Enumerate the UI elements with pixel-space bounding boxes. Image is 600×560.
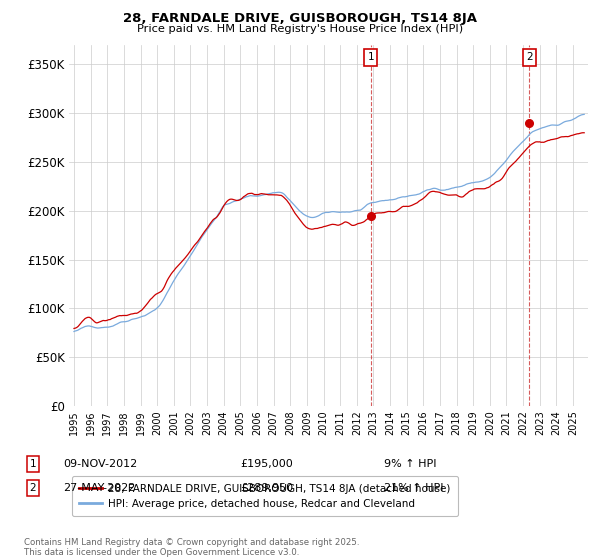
Text: 09-NOV-2012: 09-NOV-2012 [63,459,137,469]
Text: 9% ↑ HPI: 9% ↑ HPI [384,459,437,469]
Text: 1: 1 [368,53,374,63]
Text: Contains HM Land Registry data © Crown copyright and database right 2025.
This d: Contains HM Land Registry data © Crown c… [24,538,359,557]
Text: 27-MAY-2022: 27-MAY-2022 [63,483,136,493]
Text: £195,000: £195,000 [240,459,293,469]
Text: £289,950: £289,950 [240,483,293,493]
Legend: 28, FARNDALE DRIVE, GUISBOROUGH, TS14 8JA (detached house), HPI: Average price, : 28, FARNDALE DRIVE, GUISBOROUGH, TS14 8J… [71,476,458,516]
Text: 1: 1 [29,459,37,469]
Text: 21% ↑ HPI: 21% ↑ HPI [384,483,443,493]
Text: 2: 2 [526,53,533,63]
Text: 28, FARNDALE DRIVE, GUISBOROUGH, TS14 8JA: 28, FARNDALE DRIVE, GUISBOROUGH, TS14 8J… [123,12,477,25]
Text: Price paid vs. HM Land Registry's House Price Index (HPI): Price paid vs. HM Land Registry's House … [137,24,463,34]
Text: 2: 2 [29,483,37,493]
